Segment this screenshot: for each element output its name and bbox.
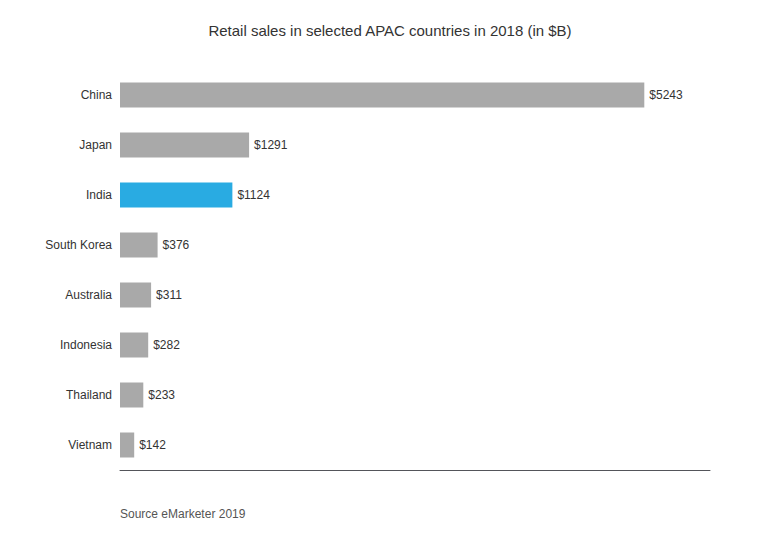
- svg-text:India: India: [86, 188, 112, 202]
- svg-text:Indonesia: Indonesia: [60, 338, 112, 352]
- svg-text:$1291: $1291: [254, 138, 288, 152]
- svg-text:$142: $142: [139, 438, 166, 452]
- svg-text:$282: $282: [153, 338, 180, 352]
- svg-text:Japan: Japan: [79, 138, 112, 152]
- svg-text:Australia: Australia: [65, 288, 112, 302]
- svg-text:Retail sales in selected APAC: Retail sales in selected APAC countries …: [208, 22, 571, 39]
- svg-text:$233: $233: [148, 388, 175, 402]
- svg-text:$5243: $5243: [649, 88, 683, 102]
- svg-text:China: China: [81, 88, 113, 102]
- svg-text:$1124: $1124: [237, 188, 270, 202]
- svg-text:$376: $376: [163, 238, 190, 252]
- svg-text:Thailand: Thailand: [66, 388, 112, 402]
- svg-text:Vietnam: Vietnam: [68, 438, 112, 452]
- svg-text:South Korea: South Korea: [45, 238, 112, 252]
- svg-text:$311: $311: [156, 288, 182, 302]
- svg-text:Source eMarketer 2019: Source eMarketer 2019: [120, 507, 246, 521]
